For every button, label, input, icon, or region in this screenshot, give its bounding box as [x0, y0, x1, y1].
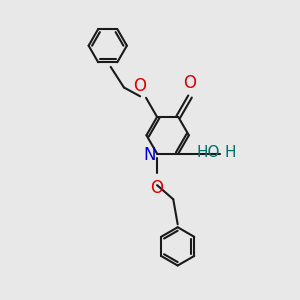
- Text: H: H: [224, 145, 236, 160]
- Text: O: O: [184, 74, 196, 92]
- Text: O: O: [133, 77, 146, 95]
- Text: N: N: [143, 146, 156, 164]
- Text: O: O: [151, 179, 164, 197]
- Text: HO: HO: [196, 145, 220, 160]
